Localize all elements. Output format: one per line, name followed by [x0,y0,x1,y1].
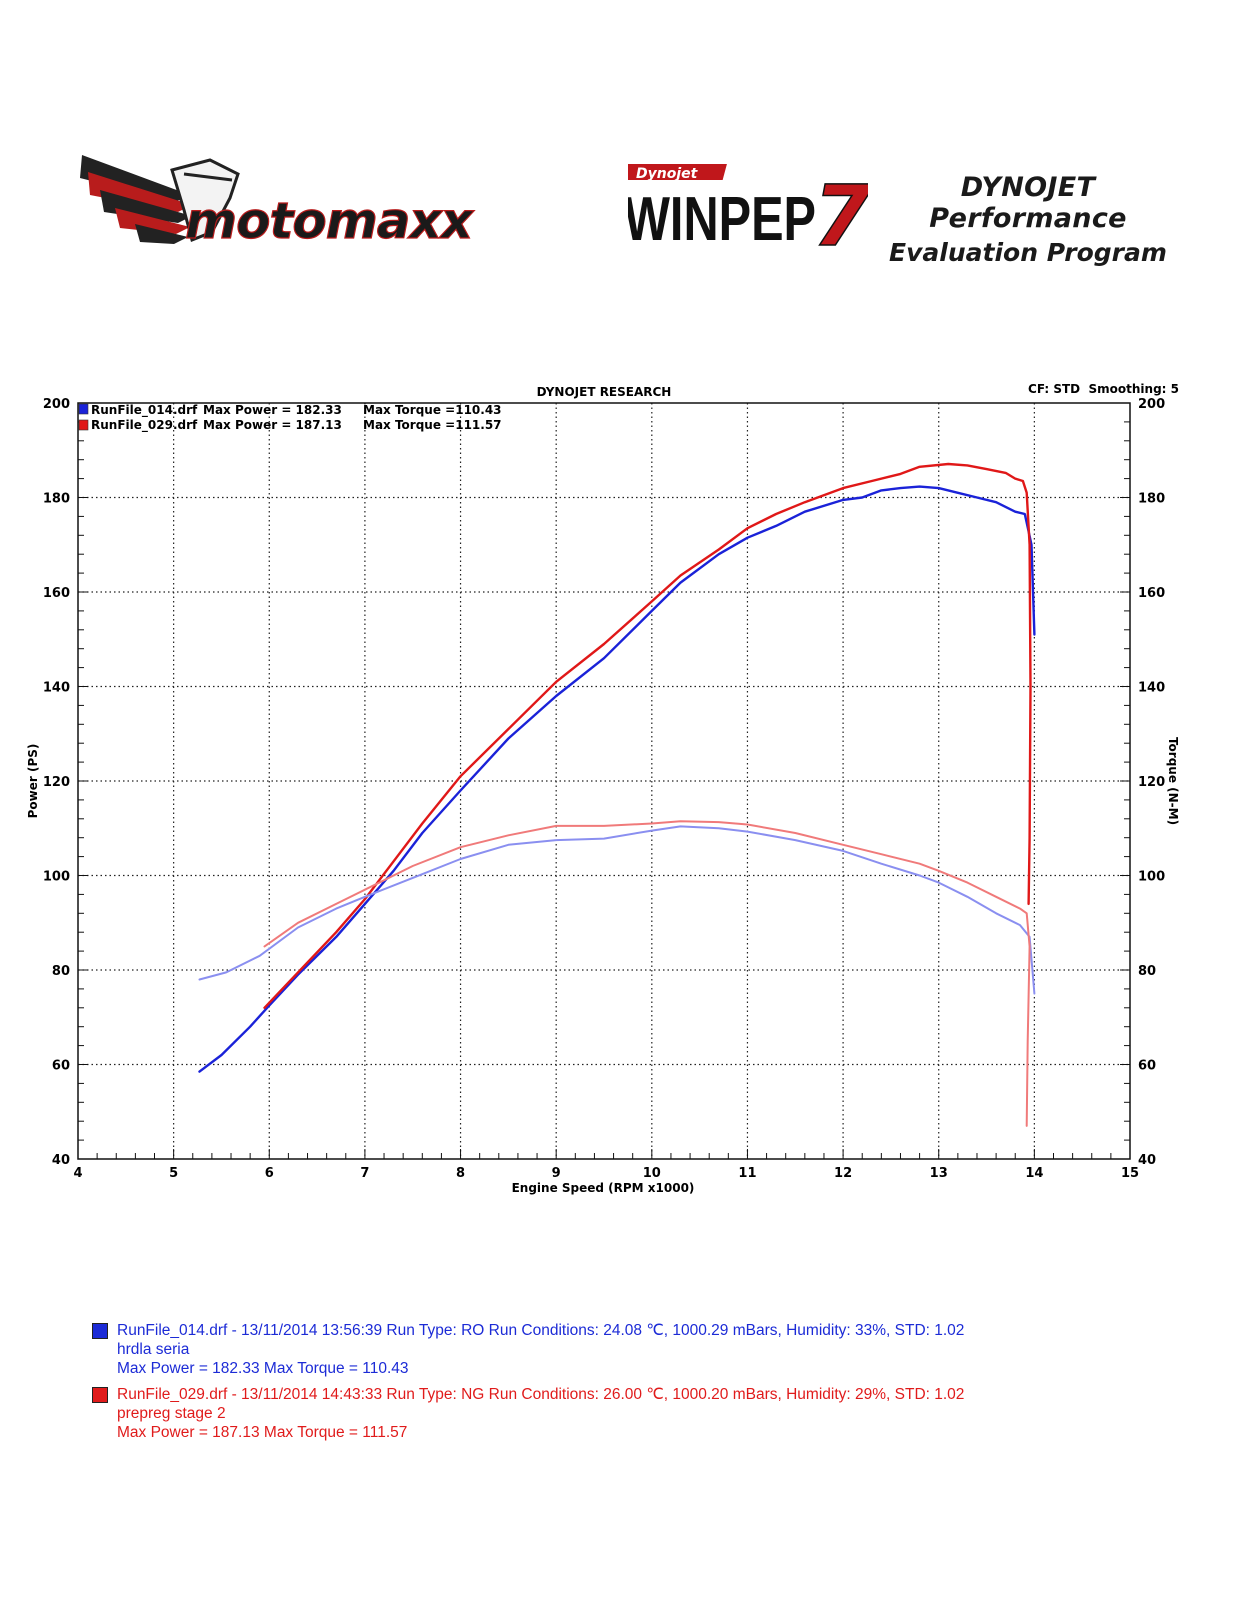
y-tick-label: 60 [52,1059,70,1074]
wing-icon [80,155,240,244]
run-2-note: prepreg stage 2 [117,1405,226,1422]
x-tick-label: 11 [738,1166,756,1181]
x-tick-label: 5 [169,1166,178,1181]
dynojet-badge-text: Dynojet [636,166,699,182]
x-tick-label: 7 [360,1166,369,1181]
legend-power-1: Max Power = 182.33 [203,403,342,417]
legend-torque-1: Max Torque =110.43 [363,403,502,417]
y-tick-label: 40 [52,1153,70,1168]
chart-grid [78,403,1130,1159]
x-tick-label: 6 [265,1166,274,1181]
y-tick-label: 80 [52,964,70,979]
y2-tick-label: 140 [1138,681,1165,696]
legend-swatch-red [78,419,89,431]
run-1-swatch [92,1323,108,1339]
series-line-4 [263,820,1031,1127]
x-tick-label: 14 [1025,1166,1043,1181]
chart-legend: RunFile_014.drf Max Power = 182.33 Max T… [78,403,502,433]
series-line-1 [198,485,1036,1073]
chart-title: DYNOJET RESEARCH [537,385,672,399]
cf-smoothing-label: CF: STD Smoothing: 5 [1028,382,1179,396]
winpep-number: 7 [813,167,868,255]
y2-tick-label: 200 [1138,397,1165,412]
y-tick-label: 100 [43,870,70,885]
series-line-2 [263,462,1032,1009]
program-title: DYNOJET Performance Evaluation Program [868,172,1188,267]
run-1-details: RunFile_014.drf - 13/11/2014 13:56:39 Ru… [117,1322,965,1339]
run-2-swatch [92,1387,108,1403]
legend-torque-2: Max Torque =111.57 [363,418,502,432]
x-tick-label: 9 [552,1166,561,1181]
legend-file-2: RunFile_029.drf [91,418,198,433]
motomaxx-logo-text: motomaxx [185,192,475,250]
winpep-logo: Dynojet WINPEP 7 [628,164,868,255]
winpep-text: WINPEP [628,185,816,254]
run-2-details: RunFile_029.drf - 13/11/2014 14:43:33 Ru… [117,1386,965,1403]
run-1-note: hrdla seria [117,1341,190,1358]
program-title-line2: Evaluation Program [889,238,1167,267]
y2-tick-label: 120 [1138,775,1165,790]
x-tick-label: 13 [930,1166,948,1181]
y-tick-label: 160 [43,586,70,601]
series-line-3 [198,825,1036,995]
run-2-max-values: Max Power = 187.13 Max Torque = 111.57 [117,1424,408,1441]
y2-tick-label: 80 [1138,964,1156,979]
x-tick-label: 15 [1121,1166,1139,1181]
x-tick-label: 12 [834,1166,852,1181]
y-axis-label: Power (PS) [26,744,40,819]
run-1-max-values: Max Power = 182.33 Max Torque = 110.43 [117,1360,409,1377]
motomaxx-logo: motomaxx [80,155,476,251]
x-axis-label: Engine Speed (RPM x1000) [512,1181,695,1195]
dyno-chart: 4 5 6 7 8 9 10 11 12 13 14 154060801001201401601802… [26,382,1180,1195]
y2-axis-label: Torque (N-M) [1166,737,1180,825]
x-tick-label: 8 [456,1166,465,1181]
x-tick-label: 4 [73,1166,82,1181]
legend-swatch-blue [78,403,89,415]
y2-tick-label: 40 [1138,1153,1156,1168]
y-tick-label: 140 [43,681,70,696]
y-tick-label: 120 [43,775,70,790]
legend-power-2: Max Power = 187.13 [203,418,342,432]
chart-series [198,462,1036,1127]
y2-tick-label: 60 [1138,1059,1156,1074]
program-title-line1: DYNOJET Performance [929,172,1127,234]
y-tick-label: 180 [43,492,70,507]
legend-file-1: RunFile_014.drf [91,403,198,418]
y2-tick-label: 100 [1138,870,1165,885]
y2-tick-label: 160 [1138,586,1165,601]
chart-ticks: 4 5 6 7 8 9 10 11 12 13 14 154060801001201401601802… [43,397,1165,1181]
y2-tick-label: 180 [1138,492,1165,507]
x-tick-label: 10 [643,1166,661,1181]
y-tick-label: 200 [43,397,70,412]
